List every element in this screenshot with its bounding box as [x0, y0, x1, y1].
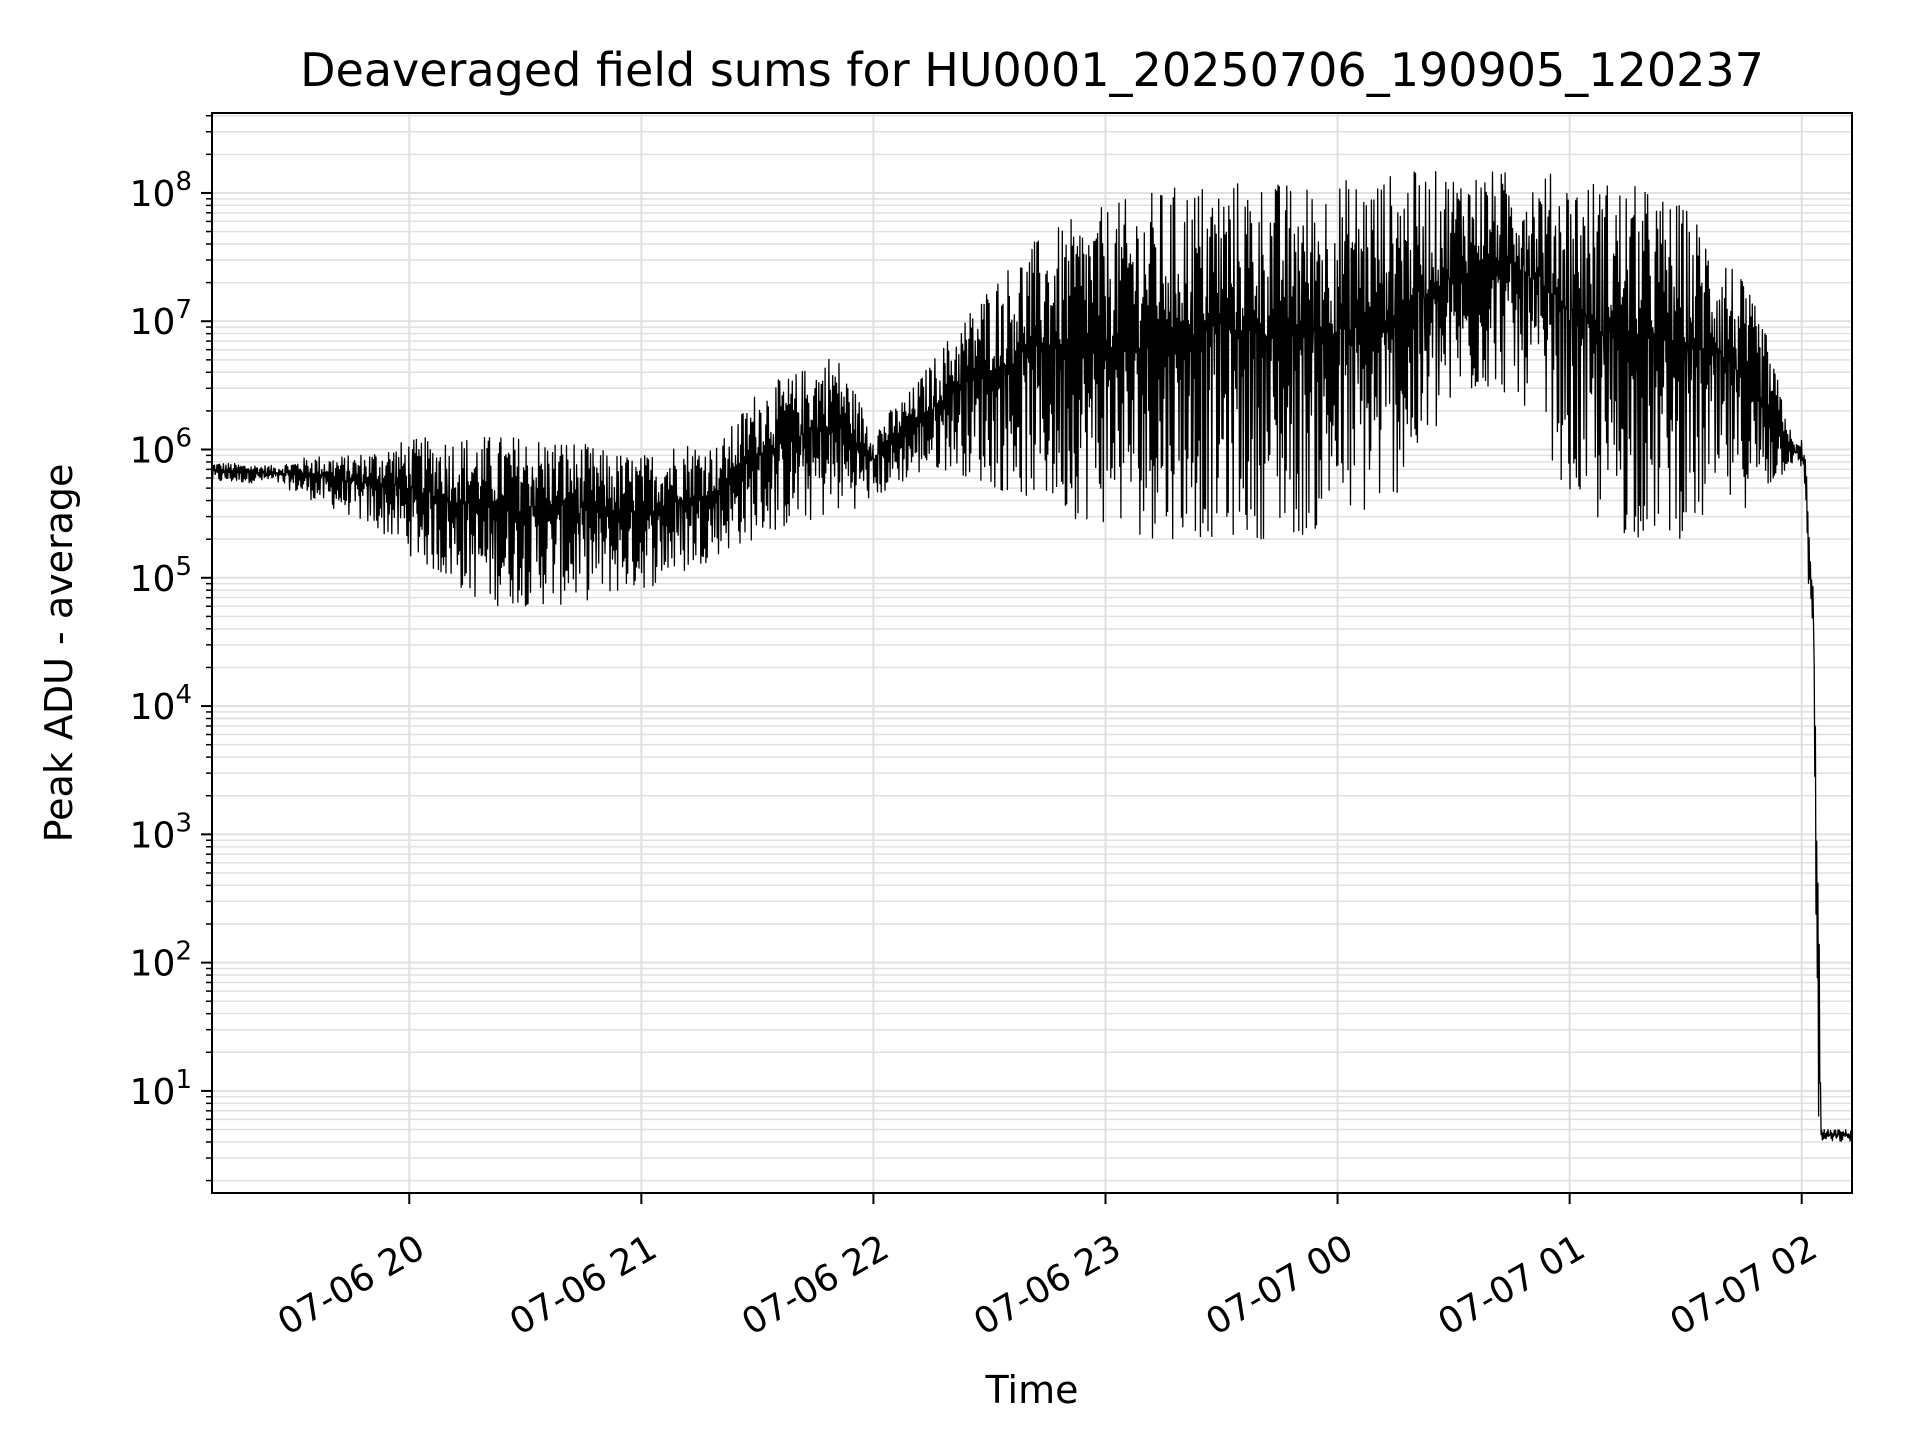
data-series-line — [211, 170, 1853, 1142]
plot-frame — [211, 112, 1853, 1194]
y-tick-label: 107 — [130, 295, 192, 343]
x-tick-label: 07-07 00 — [1199, 1227, 1360, 1343]
series-group — [211, 170, 1853, 1142]
y-tick-label: 105 — [130, 552, 192, 600]
x-axis-label: Time — [985, 1368, 1079, 1412]
y-tick-label: 108 — [130, 167, 192, 215]
y-tick-label: 106 — [130, 424, 192, 472]
y-axis: 101 102 103 104 105 106 107 108 — [130, 114, 212, 1182]
x-tick-label: 07-06 22 — [735, 1227, 896, 1343]
x-tick-label: 07-06 20 — [271, 1227, 432, 1343]
x-tick-label: 07-07 01 — [1431, 1227, 1592, 1343]
y-tick-label: 102 — [130, 937, 192, 985]
y-tick-label: 104 — [130, 680, 192, 728]
x-tick-label: 07-07 02 — [1664, 1227, 1825, 1343]
y-tick-label: 101 — [130, 1065, 192, 1113]
y-axis-label: Peak ADU - average — [37, 464, 81, 843]
y-tick-label: 103 — [130, 808, 192, 856]
x-tick-label: 07-06 21 — [503, 1227, 664, 1343]
x-axis: 07-06 20 07-06 21 07-06 22 07-06 23 07-07 00… — [271, 1193, 1824, 1344]
chart-title: Deaveraged field sums for HU0001_2025070… — [300, 43, 1764, 97]
x-tick-label: 07-06 23 — [967, 1227, 1128, 1343]
